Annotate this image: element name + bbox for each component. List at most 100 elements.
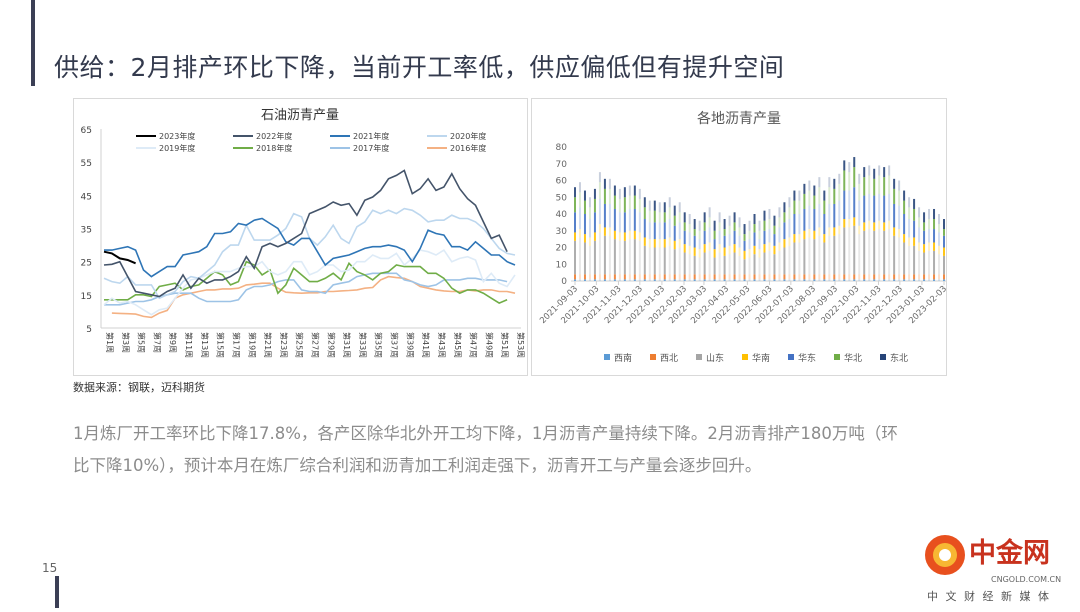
bar-segment-西北 [708, 274, 711, 280]
bar-segment-东北 [683, 212, 686, 223]
bar-segment-东北 [608, 178, 611, 189]
bar-segment-山东 [583, 242, 586, 275]
legend-label: 西南 [614, 352, 632, 364]
bar-segment-华南 [688, 245, 691, 255]
bar-segment-山东 [943, 255, 945, 275]
bar-segment-华北 [733, 222, 736, 231]
bar-segment-东北 [628, 185, 631, 196]
bar-segment-东北 [903, 190, 906, 201]
bar-segment-东北 [574, 187, 576, 198]
bar-segment-西南 [643, 279, 646, 281]
bar-segment-西北 [943, 274, 945, 280]
bar-segment-东北 [698, 220, 701, 231]
bar-segment-华东 [888, 193, 891, 221]
bar-segment-华南 [888, 220, 891, 230]
bar-segment-西北 [748, 274, 751, 280]
bar-segment-东北 [803, 183, 806, 194]
bar-segment-山东 [778, 250, 781, 275]
bar-segment-东北 [823, 190, 826, 201]
bar-segment-华东 [753, 232, 756, 246]
bar-segment-西南 [813, 279, 816, 281]
y-tick-label: 55 [81, 159, 92, 169]
bar-segment-西北 [938, 274, 941, 280]
x-tick-label: 第13周 [200, 332, 210, 358]
bar-segment-西南 [693, 279, 696, 281]
bar-segment-华东 [793, 214, 796, 235]
bar-segment-华北 [893, 188, 896, 204]
bar-segment-华东 [733, 230, 736, 245]
bar-segment-华南 [898, 229, 901, 238]
bar-segment-西南 [638, 279, 641, 281]
x-tick-label: 第21周 [263, 332, 273, 358]
bar-segment-西北 [908, 274, 911, 280]
bar-segment-华北 [728, 225, 731, 235]
bar-segment-西南 [898, 279, 901, 281]
bar-segment-华北 [738, 227, 741, 236]
bar-segment-西南 [628, 279, 631, 281]
bar-segment-东北 [768, 208, 771, 220]
bar-segment-东北 [873, 168, 876, 179]
y-tick-label: 40 [556, 210, 568, 220]
y-tick-label: 50 [556, 193, 568, 203]
bar-segment-华北 [598, 182, 601, 199]
bar-segment-东北 [738, 217, 741, 228]
series-line-2023年度 [103, 250, 136, 265]
bar-segment-东北 [703, 212, 706, 223]
bar-segment-华北 [778, 217, 781, 228]
bar-segment-西南 [653, 279, 656, 281]
bar-segment-西南 [748, 279, 751, 281]
bar-segment-华南 [853, 217, 856, 226]
bar-segment-西南 [818, 279, 821, 281]
bar-segment-西北 [718, 274, 721, 280]
bar-segment-山东 [603, 235, 606, 275]
bar-segment-西北 [628, 274, 631, 280]
bar-segment-华南 [908, 237, 911, 246]
bar-segment-华北 [663, 212, 666, 223]
bar-segment-华东 [903, 214, 906, 235]
bar-segment-华南 [923, 244, 926, 253]
bar-segment-华北 [888, 175, 891, 194]
bar-segment-华南 [773, 245, 776, 255]
x-tick-label: 第11周 [184, 332, 194, 358]
bar-segment-东北 [838, 173, 841, 184]
bar-segment-华南 [648, 239, 651, 248]
bar-segment-西南 [923, 279, 926, 281]
bar-segment-东北 [818, 177, 821, 188]
bar-segment-华南 [748, 249, 751, 258]
x-tick-label: 第53周 [516, 332, 526, 358]
stacked-bar-chart-svg: 各地沥青产量010203040506070802021-09-032021-10… [538, 111, 949, 364]
bar-segment-西北 [618, 274, 621, 280]
bar-segment-华东 [818, 203, 821, 228]
bar-segment-华南 [574, 232, 576, 241]
bar-segment-华南 [708, 242, 711, 251]
bar-segment-华南 [823, 234, 826, 243]
bar-segment-西北 [778, 274, 781, 280]
bar-segment-东北 [943, 219, 945, 230]
bar-segment-西南 [673, 279, 676, 281]
bar-segment-华东 [663, 222, 666, 240]
bar-segment-西北 [574, 274, 576, 280]
bar-segment-西南 [708, 279, 711, 281]
bar-segment-山东 [908, 245, 911, 275]
bar-segment-华东 [763, 230, 766, 245]
bar-segment-西北 [788, 274, 791, 280]
bar-segment-西北 [933, 274, 936, 280]
legend-swatch [604, 354, 610, 360]
bar-segment-东北 [613, 185, 616, 196]
bar-segment-山东 [893, 235, 896, 275]
bottom-accent-bar [55, 576, 59, 608]
bar-segment-山东 [713, 257, 716, 275]
x-tick-label: 第33周 [358, 332, 368, 358]
bar-segment-华南 [598, 224, 601, 233]
bar-segment-西北 [898, 274, 901, 280]
bar-segment-西北 [793, 274, 796, 280]
bar-segment-西北 [833, 274, 836, 280]
bar-segment-华北 [588, 207, 591, 220]
bar-segment-华东 [798, 214, 801, 235]
bar-segment-西南 [768, 279, 771, 281]
logo-tagline: 中 文 财 经 新 媒 体 [927, 589, 1051, 603]
bar-segment-东北 [808, 180, 811, 191]
bar-segment-华南 [728, 245, 731, 255]
bar-segment-华北 [613, 195, 616, 209]
bar-segment-东北 [708, 207, 711, 218]
